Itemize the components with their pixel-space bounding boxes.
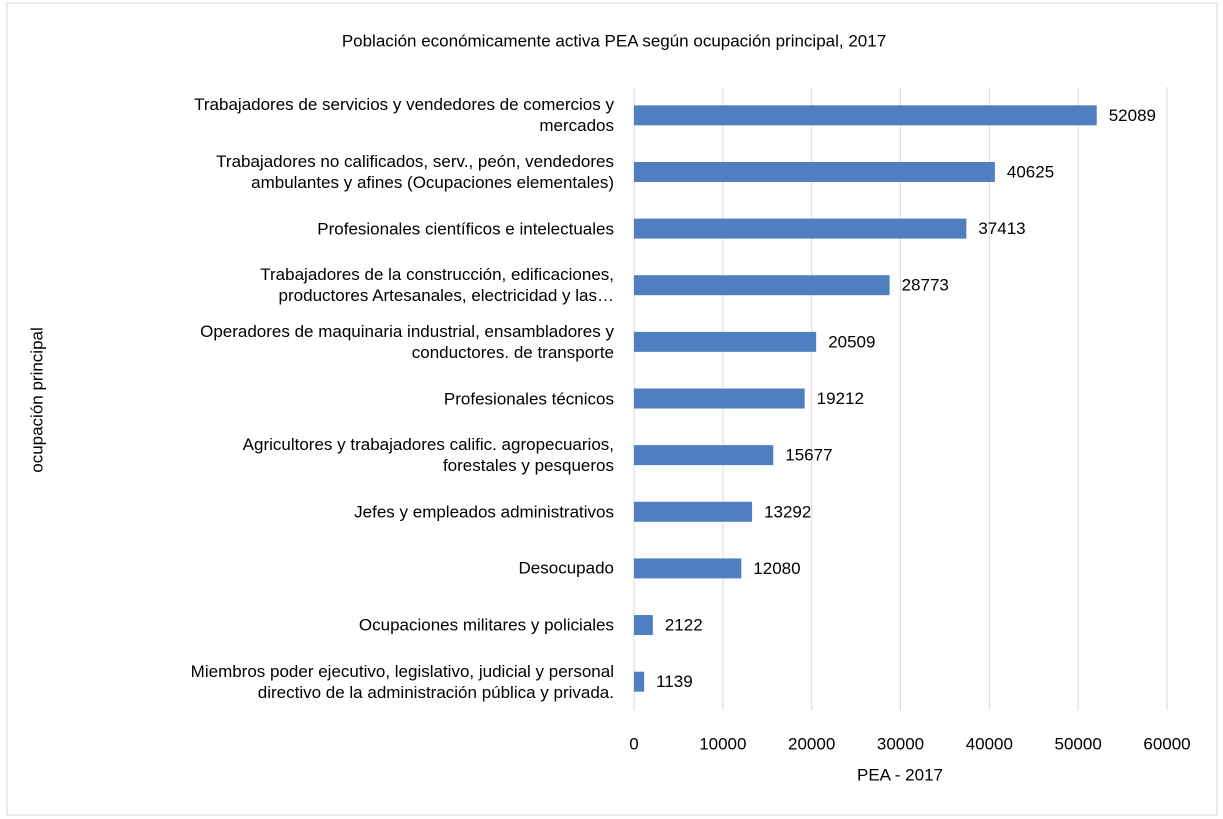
y-tick-label: Agricultores y trabajadores calific. agr… (242, 435, 614, 476)
data-label: 1139 (656, 672, 693, 691)
bar (634, 558, 742, 579)
data-label: 13292 (764, 502, 811, 521)
x-axis-title: PEA - 2017 (857, 765, 943, 784)
y-tick-label: Trabajadores de la construcción, edifica… (260, 265, 614, 306)
y-tick-label: Operadores de maquinaria industrial, ens… (200, 321, 614, 362)
bar (634, 615, 653, 636)
bar (634, 445, 774, 466)
y-tick-label: Ocupaciones militares y policiales (358, 615, 614, 635)
bar (634, 501, 753, 522)
y-tick-label: Desocupado (518, 558, 614, 578)
data-label: 40625 (1007, 162, 1054, 181)
x-tick-label: 50000 (1055, 734, 1102, 753)
data-label: 19212 (817, 389, 864, 408)
y-tick-label: Trabajadores no calificados, serv., peón… (216, 151, 614, 192)
x-tick-label: 30000 (877, 734, 924, 753)
data-label: 2122 (665, 616, 703, 635)
y-tick-label: Profesionales técnicos (443, 389, 614, 408)
bar (634, 218, 967, 239)
y-tick-label: Miembros poder ejecutivo, legislativo, j… (190, 661, 614, 702)
bar (634, 105, 1097, 126)
x-tick-label: 60000 (1143, 734, 1190, 753)
data-label: 15677 (785, 446, 832, 465)
y-axis-title: ocupación principal (27, 327, 46, 473)
bar (634, 161, 995, 182)
bar (634, 275, 890, 296)
x-tick-label: 40000 (966, 734, 1013, 753)
data-label: 52089 (1109, 106, 1156, 125)
data-label: 20509 (828, 332, 875, 351)
data-label: 12080 (753, 559, 800, 578)
x-tick-label: 10000 (699, 734, 746, 753)
data-label: 37413 (978, 219, 1025, 238)
bar (634, 671, 645, 692)
chart-title: Población económicamente activa PEA segú… (342, 31, 886, 50)
bar (634, 388, 805, 409)
data-label: 28773 (902, 276, 949, 295)
y-tick-label: Trabajadores de servicios y vendedores d… (194, 95, 614, 136)
y-tick-label: Jefes y empleados administrativos (354, 502, 614, 522)
x-tick-label: 0 (629, 734, 638, 753)
chart-border (6, 2, 1218, 816)
x-tick-label: 20000 (788, 734, 835, 753)
bar (634, 331, 817, 352)
y-tick-label: Profesionales científicos e intelectuale… (317, 219, 614, 239)
